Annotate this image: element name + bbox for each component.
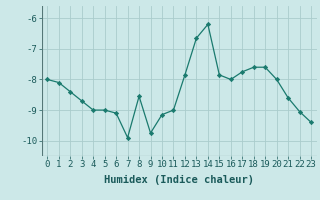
X-axis label: Humidex (Indice chaleur): Humidex (Indice chaleur) <box>104 175 254 185</box>
